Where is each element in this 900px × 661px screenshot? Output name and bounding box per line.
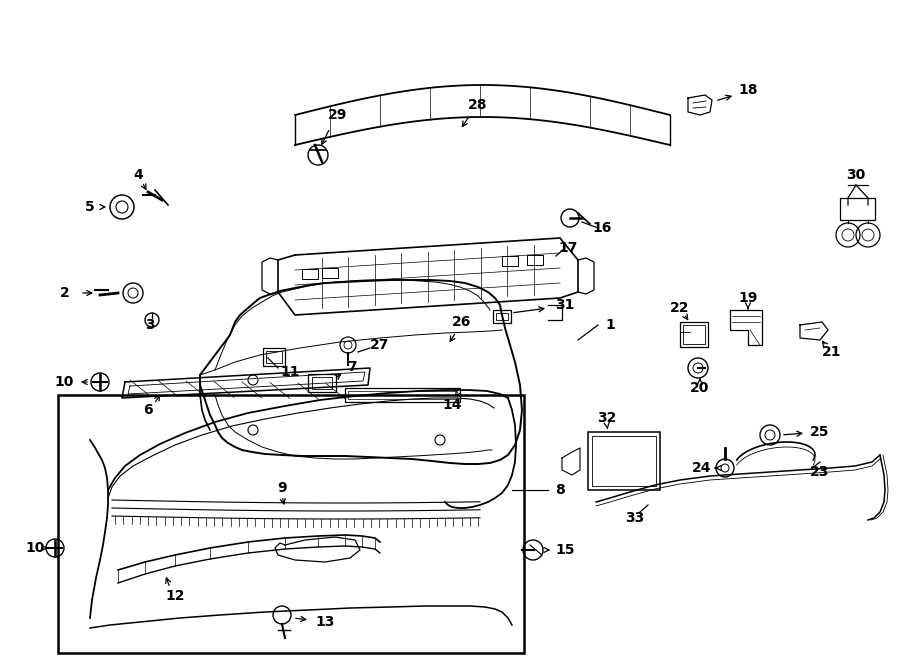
Text: 18: 18 (738, 83, 758, 97)
Text: 22: 22 (670, 301, 689, 315)
Text: 14: 14 (442, 398, 462, 412)
Text: 31: 31 (555, 298, 575, 312)
Text: 30: 30 (846, 168, 866, 182)
Bar (840, 198, 875, 220)
Bar (496, 313, 508, 320)
Text: 29: 29 (328, 108, 347, 122)
Text: 32: 32 (598, 411, 616, 425)
Bar (266, 351, 282, 363)
Bar (592, 436, 656, 486)
Text: 4: 4 (133, 168, 143, 182)
Text: 26: 26 (453, 315, 472, 329)
Bar (527, 254, 543, 264)
Text: 23: 23 (810, 465, 830, 479)
Text: 2: 2 (60, 286, 70, 300)
Bar (308, 374, 336, 392)
Text: 24: 24 (692, 461, 712, 475)
Bar (58, 395, 524, 653)
Bar (493, 310, 511, 323)
Text: 6: 6 (143, 403, 153, 417)
Bar (502, 256, 518, 266)
Text: 5: 5 (86, 200, 94, 214)
Bar (345, 388, 460, 402)
Bar (302, 269, 318, 279)
Text: 10: 10 (54, 375, 74, 389)
Text: 11: 11 (280, 365, 300, 379)
Bar (312, 377, 332, 389)
Text: 8: 8 (555, 483, 565, 497)
Text: 28: 28 (468, 98, 488, 112)
Text: 13: 13 (315, 615, 335, 629)
Text: 20: 20 (690, 381, 710, 395)
Text: 1: 1 (605, 318, 615, 332)
Text: 19: 19 (738, 291, 758, 305)
Text: 17: 17 (558, 241, 578, 255)
Text: 3: 3 (145, 318, 155, 332)
Text: 16: 16 (592, 221, 612, 235)
Bar (588, 432, 660, 490)
Bar (680, 322, 708, 347)
Bar (322, 268, 338, 278)
Text: 10: 10 (25, 541, 45, 555)
Text: 9: 9 (277, 481, 287, 495)
Text: 33: 33 (626, 511, 644, 525)
Bar (683, 325, 705, 344)
Text: 27: 27 (370, 338, 390, 352)
Text: 12: 12 (166, 589, 184, 603)
Text: 7: 7 (347, 360, 356, 374)
Text: 15: 15 (555, 543, 575, 557)
Text: 25: 25 (810, 425, 830, 439)
Bar (263, 348, 285, 366)
Bar (348, 391, 457, 399)
Text: 21: 21 (823, 345, 842, 359)
